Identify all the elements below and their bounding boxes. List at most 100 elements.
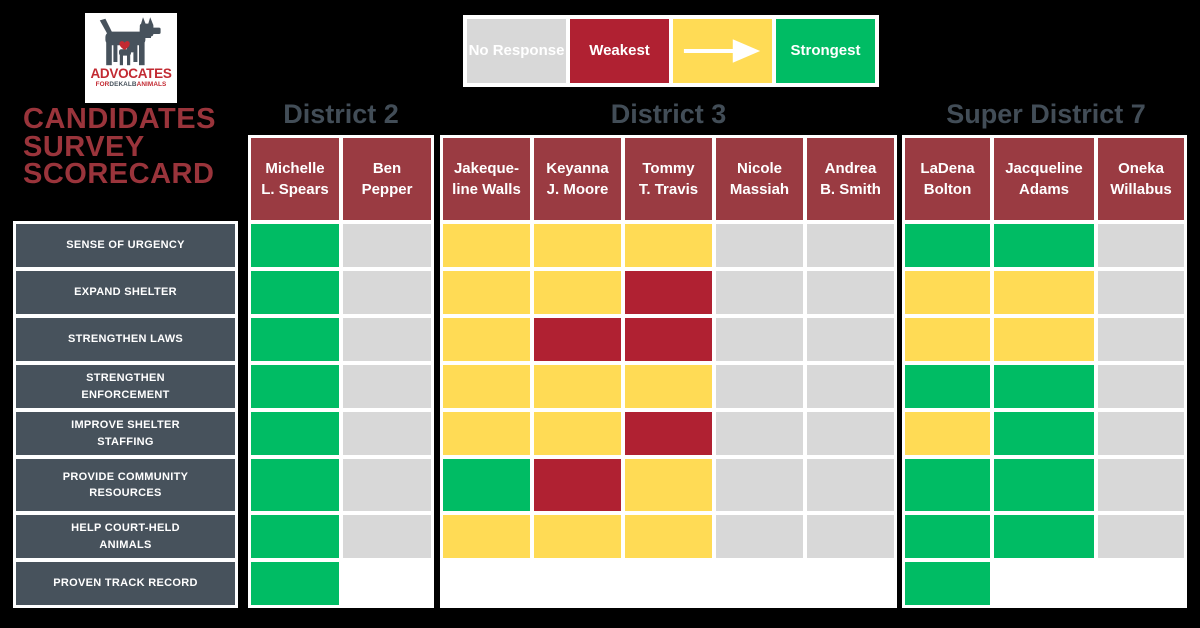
score-cell-middle [534, 365, 621, 408]
criterion-label: PROVEN TRACK RECORD [16, 562, 235, 605]
candidate-name-line: Bolton [923, 181, 972, 198]
candidate-name-line: B. Smith [820, 181, 881, 198]
district-3-table: Jakeque-line Walls Keyanna J. Moore Tommy T.… [440, 135, 897, 608]
score-cell-no-response [1098, 318, 1184, 361]
score-cell-middle [905, 412, 990, 455]
score-cell-strongest [905, 562, 990, 605]
score-cell-strongest [251, 412, 339, 455]
score-cell-strongest [251, 562, 339, 605]
candidate-name-line: J. Moore [546, 181, 609, 198]
score-cell-no-response [716, 365, 803, 408]
candidate-header: LaDena Bolton [905, 138, 990, 220]
score-cell-middle [534, 515, 621, 558]
score-cell-middle [443, 271, 530, 314]
candidate-name-line: Adams [1018, 181, 1070, 198]
score-cell-strongest [994, 224, 1094, 267]
score-cell-middle [534, 271, 621, 314]
score-cell-blank [1098, 562, 1184, 605]
legend-no-response: No Response [467, 19, 566, 83]
super-district-7-table: LaDena Bolton Jacqueline Adams Oneka Willabus [902, 135, 1187, 608]
score-cell-strongest [251, 271, 339, 314]
page-title-line: CANDIDATES [23, 103, 216, 135]
candidate-header: Ben Pepper [343, 138, 431, 220]
score-cell-no-response [716, 318, 803, 361]
score-cell-blank [625, 562, 712, 605]
score-cell-no-response [343, 318, 431, 361]
score-cell-no-response [1098, 412, 1184, 455]
criterion-label: PROVIDE COMMUNITY RESOURCES [16, 459, 235, 511]
score-cell-no-response [716, 224, 803, 267]
score-cell-strongest [994, 365, 1094, 408]
score-cell-weakest [625, 271, 712, 314]
score-cell-middle [625, 365, 712, 408]
score-cell-strongest [251, 365, 339, 408]
score-cell-no-response [807, 515, 894, 558]
score-cell-no-response [343, 515, 431, 558]
candidate-header: Keyanna J. Moore [534, 138, 621, 220]
score-cell-no-response [716, 412, 803, 455]
score-cell-no-response [807, 271, 894, 314]
score-cell-no-response [1098, 365, 1184, 408]
candidate-header: Andrea B. Smith [807, 138, 894, 220]
score-cell-middle [443, 318, 530, 361]
criterion-label: HELP COURT-HELD ANIMALS [16, 515, 235, 558]
page-title-line: SCORECARD [23, 158, 215, 191]
criterion-label: SENSE OF URGENCY [16, 224, 235, 267]
score-cell-strongest [251, 459, 339, 511]
heart-icon [119, 41, 130, 50]
score-cell-middle [625, 459, 712, 511]
score-cell-middle [443, 515, 530, 558]
score-cell-middle [625, 224, 712, 267]
score-cell-middle [443, 365, 530, 408]
score-cell-blank [343, 562, 431, 605]
candidate-name-line: Willabus [1110, 181, 1172, 198]
criterion-label: EXPAND SHELTER [16, 271, 235, 314]
district-3-title: District 3 [610, 99, 727, 129]
dog-silhouette-icon [99, 17, 161, 66]
candidate-name-line: LaDena [920, 160, 975, 177]
score-cell-strongest [905, 365, 990, 408]
district-2-table: Michelle L. Spears Ben Pepper [248, 135, 434, 608]
score-cell-middle [905, 271, 990, 314]
score-cell-strongest [251, 224, 339, 267]
score-cell-no-response [807, 224, 894, 267]
score-cell-no-response [1098, 271, 1184, 314]
candidate-header: Oneka Willabus [1098, 138, 1184, 220]
candidate-name-line: Massiah [729, 181, 790, 198]
score-cell-no-response [716, 515, 803, 558]
score-cell-weakest [534, 459, 621, 511]
score-cell-blank [807, 562, 894, 605]
candidate-name-line: T. Travis [638, 181, 699, 198]
score-cell-middle [443, 412, 530, 455]
score-cell-blank [716, 562, 803, 605]
score-cell-strongest [251, 515, 339, 558]
score-cell-no-response [716, 271, 803, 314]
score-cell-no-response [343, 271, 431, 314]
score-cell-no-response [807, 365, 894, 408]
score-cell-blank [994, 562, 1094, 605]
score-cell-no-response [807, 318, 894, 361]
org-logo: ADVOCATES FORDEKALBANIMALS [85, 13, 177, 103]
score-cell-weakest [625, 318, 712, 361]
score-cell-no-response [1098, 515, 1184, 558]
score-cell-middle [534, 412, 621, 455]
candidate-name-line: Ben [372, 160, 402, 177]
score-cell-strongest [905, 224, 990, 267]
super-district-7-title: Super District 7 [946, 99, 1146, 129]
legend-weakest: Weakest [570, 19, 669, 83]
candidate-name-line: Jakeque- [453, 160, 520, 177]
score-cell-no-response [807, 412, 894, 455]
score-cell-strongest [994, 412, 1094, 455]
candidate-name-line: Nicole [736, 160, 782, 177]
candidate-header: Tommy T. Travis [625, 138, 712, 220]
legend-scale [673, 19, 772, 83]
score-cell-middle [625, 515, 712, 558]
score-cell-no-response [1098, 224, 1184, 267]
score-cell-middle [905, 318, 990, 361]
candidate-name-line: Oneka [1118, 160, 1164, 177]
score-cell-blank [534, 562, 621, 605]
score-cell-no-response [1098, 459, 1184, 511]
criterion-label: STRENGTHEN ENFORCEMENT [16, 365, 235, 408]
score-cell-no-response [343, 224, 431, 267]
